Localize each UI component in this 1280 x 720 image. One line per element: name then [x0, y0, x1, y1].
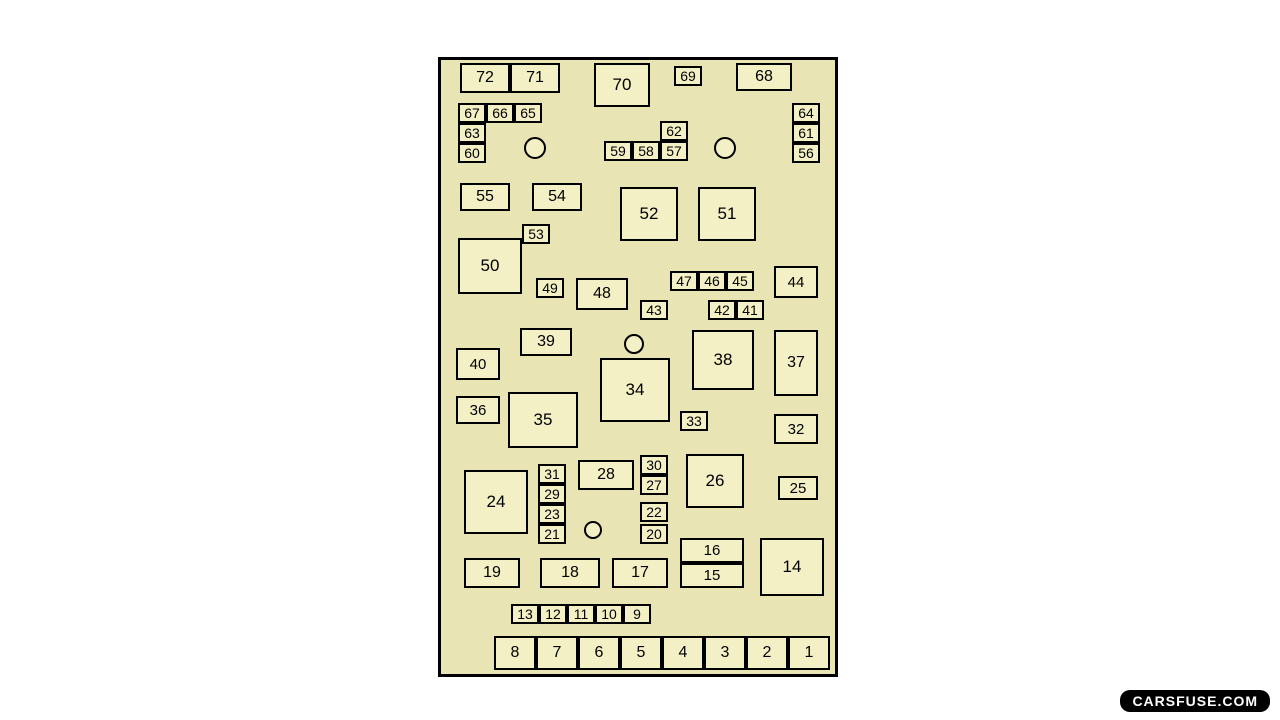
- fuse-slot-69: 69: [674, 66, 702, 86]
- fuse-slot-46: 46: [698, 271, 726, 291]
- fuse-slot-41: 41: [736, 300, 764, 320]
- fuse-slot-8: 8: [494, 636, 536, 670]
- fuse-slot-44: 44: [774, 266, 818, 298]
- fuse-slot-60: 60: [458, 143, 486, 163]
- fuse-slot-61: 61: [792, 123, 820, 143]
- fuse-slot-52: 52: [620, 187, 678, 241]
- fuse-slot-20: 20: [640, 524, 668, 544]
- fuse-slot-21: 21: [538, 524, 566, 544]
- fuse-slot-64: 64: [792, 103, 820, 123]
- fuse-slot-32: 32: [774, 414, 818, 444]
- mounting-hole: [714, 137, 736, 159]
- fuse-slot-33: 33: [680, 411, 708, 431]
- fuse-slot-59: 59: [604, 141, 632, 161]
- fuse-slot-13: 13: [511, 604, 539, 624]
- fuse-slot-47: 47: [670, 271, 698, 291]
- fuse-slot-58: 58: [632, 141, 660, 161]
- fuse-slot-65: 65: [514, 103, 542, 123]
- fuse-slot-53: 53: [522, 224, 550, 244]
- fuse-slot-25: 25: [778, 476, 818, 500]
- fuse-slot-67: 67: [458, 103, 486, 123]
- fuse-slot-16: 16: [680, 538, 744, 563]
- fuse-slot-27: 27: [640, 475, 668, 495]
- fuse-slot-10: 10: [595, 604, 623, 624]
- fuse-slot-43: 43: [640, 300, 668, 320]
- fuse-slot-28: 28: [578, 460, 634, 490]
- fuse-slot-30: 30: [640, 455, 668, 475]
- mounting-hole: [524, 137, 546, 159]
- fuse-slot-23: 23: [538, 504, 566, 524]
- fuse-slot-12: 12: [539, 604, 567, 624]
- fuse-slot-39: 39: [520, 328, 572, 356]
- fuse-slot-2: 2: [746, 636, 788, 670]
- fuse-slot-62: 62: [660, 121, 688, 141]
- fuse-slot-70: 70: [594, 63, 650, 107]
- fuse-slot-19: 19: [464, 558, 520, 588]
- fuse-slot-14: 14: [760, 538, 824, 596]
- fuse-box-diagram: 1234567891011121314151617181920212223242…: [0, 0, 1280, 720]
- fuse-slot-56: 56: [792, 143, 820, 163]
- fuse-slot-4: 4: [662, 636, 704, 670]
- fuse-slot-18: 18: [540, 558, 600, 588]
- fuse-slot-9: 9: [623, 604, 651, 624]
- fuse-slot-54: 54: [532, 183, 582, 211]
- fuse-slot-1: 1: [788, 636, 830, 670]
- fuse-slot-40: 40: [456, 348, 500, 380]
- fuse-slot-36: 36: [456, 396, 500, 424]
- fuse-slot-31: 31: [538, 464, 566, 484]
- fuse-slot-15: 15: [680, 563, 744, 588]
- fuse-slot-57: 57: [660, 141, 688, 161]
- fuse-slot-48: 48: [576, 278, 628, 310]
- mounting-hole: [624, 334, 644, 354]
- fuse-slot-29: 29: [538, 484, 566, 504]
- fuse-slot-3: 3: [704, 636, 746, 670]
- fuse-slot-26: 26: [686, 454, 744, 508]
- fuse-slot-34: 34: [600, 358, 670, 422]
- fuse-slot-51: 51: [698, 187, 756, 241]
- fuse-slot-5: 5: [620, 636, 662, 670]
- fuse-slot-72: 72: [460, 63, 510, 93]
- fuse-slot-55: 55: [460, 183, 510, 211]
- fuse-slot-50: 50: [458, 238, 522, 294]
- watermark-badge: CARSFUSE.COM: [1120, 690, 1270, 712]
- fuse-slot-35: 35: [508, 392, 578, 448]
- fuse-slot-37: 37: [774, 330, 818, 396]
- fuse-slot-7: 7: [536, 636, 578, 670]
- fuse-slot-22: 22: [640, 502, 668, 522]
- fuse-slot-71: 71: [510, 63, 560, 93]
- fuse-slot-66: 66: [486, 103, 514, 123]
- fuse-slot-24: 24: [464, 470, 528, 534]
- fuse-slot-6: 6: [578, 636, 620, 670]
- fuse-slot-17: 17: [612, 558, 668, 588]
- fuse-slot-63: 63: [458, 123, 486, 143]
- mounting-hole: [584, 521, 602, 539]
- fuse-slot-42: 42: [708, 300, 736, 320]
- fuse-slot-68: 68: [736, 63, 792, 91]
- fuse-slot-45: 45: [726, 271, 754, 291]
- fuse-slot-49: 49: [536, 278, 564, 298]
- fuse-slot-11: 11: [567, 604, 595, 624]
- fuse-slot-38: 38: [692, 330, 754, 390]
